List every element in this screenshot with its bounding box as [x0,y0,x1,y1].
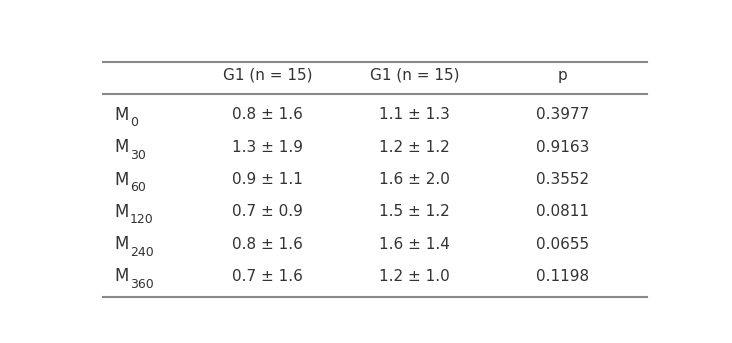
Text: M: M [114,203,128,221]
Text: p: p [558,68,567,83]
Text: 0.9 ± 1.1: 0.9 ± 1.1 [232,172,303,187]
Text: 1.2 ± 1.0: 1.2 ± 1.0 [379,269,450,284]
Text: 60: 60 [130,181,146,194]
Text: 0.0655: 0.0655 [536,237,589,251]
Text: M: M [114,170,128,189]
Text: 240: 240 [130,246,154,259]
Text: 0.0811: 0.0811 [536,204,589,219]
Text: 1.2 ± 1.2: 1.2 ± 1.2 [379,140,450,155]
Text: G1 (n = 15): G1 (n = 15) [223,68,312,83]
Text: 0.7 ± 1.6: 0.7 ± 1.6 [232,269,303,284]
Text: 0.3552: 0.3552 [536,172,589,187]
Text: 0: 0 [130,116,138,129]
Text: M: M [114,106,128,124]
Text: 1.5 ± 1.2: 1.5 ± 1.2 [379,204,450,219]
Text: M: M [114,138,128,156]
Text: 0.3977: 0.3977 [536,107,589,122]
Text: 0.9163: 0.9163 [536,140,589,155]
Text: 0.8 ± 1.6: 0.8 ± 1.6 [232,107,303,122]
Text: 1.6 ± 2.0: 1.6 ± 2.0 [379,172,450,187]
Text: 1.6 ± 1.4: 1.6 ± 1.4 [379,237,450,251]
Text: 360: 360 [130,278,154,291]
Text: G1 (n = 15): G1 (n = 15) [370,68,460,83]
Text: 0.1198: 0.1198 [536,269,589,284]
Text: 0.8 ± 1.6: 0.8 ± 1.6 [232,237,303,251]
Text: 1.1 ± 1.3: 1.1 ± 1.3 [379,107,450,122]
Text: 30: 30 [130,149,146,162]
Text: M: M [114,267,128,285]
Text: 0.7 ± 0.9: 0.7 ± 0.9 [232,204,303,219]
Text: 120: 120 [130,213,154,226]
Text: 1.3 ± 1.9: 1.3 ± 1.9 [232,140,303,155]
Text: M: M [114,235,128,253]
